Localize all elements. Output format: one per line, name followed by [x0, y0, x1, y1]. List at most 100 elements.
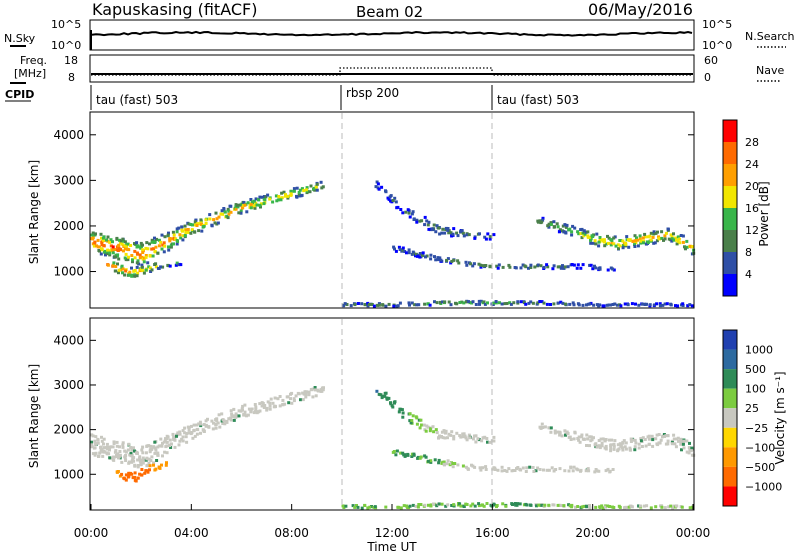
scatter-cell	[271, 200, 275, 204]
scatter-cell	[543, 503, 547, 507]
scatter-cell	[99, 232, 103, 236]
scatter-cell	[162, 440, 166, 444]
scatter-cell	[401, 415, 405, 419]
scatter-cell	[606, 467, 610, 471]
scatter-cell	[94, 442, 98, 446]
scatter-cell	[277, 195, 281, 198]
power-colorbar-label: Power [dB]	[757, 181, 771, 246]
scatter-cell	[688, 303, 692, 307]
scatter-cell	[109, 244, 113, 248]
scatter-cell	[189, 223, 193, 226]
scatter-cell	[376, 182, 380, 186]
scatter-cell	[166, 264, 170, 268]
scatter-cell	[91, 231, 95, 235]
x-tick-label: 08:00	[274, 526, 309, 540]
scatter-cell	[168, 239, 172, 243]
scatter-cell	[527, 266, 530, 270]
scatter-cell	[124, 269, 128, 273]
scatter-cell	[572, 303, 576, 307]
scatter-cell	[222, 419, 226, 423]
scatter-cell	[557, 230, 561, 234]
scatter-cell	[223, 422, 227, 426]
scatter-cell	[426, 223, 430, 227]
scatter-cell	[101, 454, 105, 458]
scatter-cell	[604, 505, 607, 509]
scatter-cell	[150, 240, 154, 244]
scatter-cell	[172, 233, 176, 237]
scatter-cell	[408, 504, 412, 508]
scatter-cell	[637, 303, 641, 307]
scatter-cell	[148, 464, 152, 468]
scatter-cell	[665, 302, 669, 306]
scatter-cell	[641, 436, 645, 440]
scatter-cell	[351, 504, 355, 508]
x-tick-label: 00:00	[676, 526, 711, 540]
scatter-cell	[144, 254, 148, 257]
scatter-cell	[166, 233, 170, 237]
scatter-cell	[249, 206, 253, 210]
scatter-cell	[377, 302, 381, 306]
scatter-cell	[243, 203, 247, 207]
velocity-colorbar-tick: −1000	[745, 480, 782, 493]
scatter-cell	[536, 466, 540, 470]
scatter-cell	[672, 238, 676, 242]
power-panel: 1000 2000 3000 4000 Slant Range [km] 4 8 12 16…	[27, 111, 771, 309]
scatter-cell	[654, 505, 658, 509]
scatter-cell	[524, 502, 528, 506]
scatter-cell	[432, 223, 436, 227]
scatter-cell	[204, 424, 208, 428]
scatter-cell	[422, 423, 426, 427]
scatter-cell	[418, 456, 422, 460]
scatter-cell	[118, 241, 122, 245]
scatter-cell	[594, 266, 598, 270]
scatter-cell	[682, 439, 686, 443]
scatter-cell	[579, 469, 582, 473]
scatter-cell	[455, 431, 459, 435]
scatter-cell	[570, 230, 574, 234]
scatter-cell	[598, 446, 602, 450]
scatter-cell	[666, 434, 670, 438]
scatter-cell	[215, 222, 219, 226]
scatter-cell	[425, 254, 429, 258]
scatter-cell	[425, 219, 429, 223]
scatter-cell	[574, 505, 577, 509]
scatter-cell	[133, 269, 137, 272]
scatter-cell	[435, 224, 439, 228]
scatter-cell	[414, 504, 418, 508]
scatter-cell	[600, 238, 604, 242]
power-colorbar-tick: 12	[745, 224, 759, 237]
scatter-cell	[139, 463, 143, 466]
scatter-cell	[563, 223, 567, 227]
scatter-cell	[594, 505, 598, 509]
scatter-cell	[496, 266, 500, 270]
scatter-cell	[159, 437, 163, 441]
scatter-cell	[411, 503, 415, 507]
scatter-cell	[653, 241, 657, 245]
scatter-cell	[254, 201, 258, 205]
scatter-cell	[105, 238, 108, 242]
scatter-cell	[678, 241, 682, 245]
scatter-cell	[481, 436, 485, 440]
scatter-cell	[553, 225, 556, 229]
scatter-cell	[106, 263, 110, 267]
scatter-cell	[440, 231, 444, 235]
scatter-cell	[591, 235, 595, 238]
scatter-cell	[279, 198, 283, 202]
scatter-cell	[646, 241, 650, 244]
scatter-cell	[100, 243, 104, 247]
scatter-cell	[107, 452, 111, 456]
scatter-cell	[684, 247, 687, 251]
scatter-cell	[456, 259, 460, 263]
scatter-cell	[484, 237, 488, 241]
scatter-cell	[471, 502, 475, 506]
scatter-cell	[130, 460, 133, 464]
scatter-cell	[482, 300, 486, 304]
scatter-cell	[432, 430, 436, 434]
scatter-cell	[588, 506, 592, 510]
scatter-cell	[452, 227, 456, 231]
scatter-cell	[642, 239, 646, 243]
scatter-cell	[136, 271, 140, 275]
scatter-cell	[664, 434, 668, 438]
scatter-cell	[605, 303, 609, 307]
scatter-cell	[384, 505, 388, 509]
